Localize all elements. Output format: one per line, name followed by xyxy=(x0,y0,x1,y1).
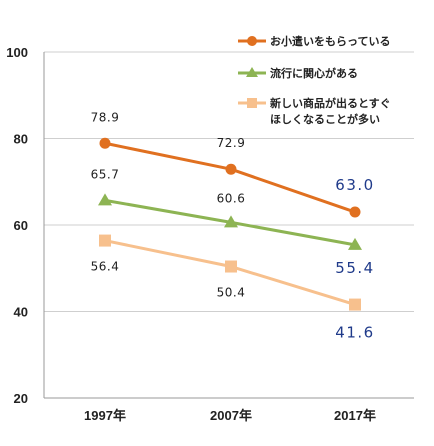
legend-marker-0 xyxy=(247,36,257,46)
series-0-circle-marker-1 xyxy=(225,163,237,175)
x-tick-label-0: 1997年 xyxy=(84,408,126,423)
legend-label-2-line-0: 新しい商品が出るとすぐ xyxy=(270,96,391,110)
legend-label-1: 流行に関心がある xyxy=(270,66,358,80)
data-label-1-2: 55.4 xyxy=(335,259,374,277)
data-label-0-0: 78.9 xyxy=(91,110,120,124)
series-1-triangle-marker-0 xyxy=(98,193,112,206)
legend-marker-1 xyxy=(246,67,258,77)
series-2-square-marker-1 xyxy=(225,260,237,273)
x-tick-label-1: 2007年 xyxy=(210,408,252,423)
data-labels: 78.9 72.9 63.0 65.7 60.6 55.4 56.4 50.4 41.6 xyxy=(91,110,374,342)
data-label-1-1: 60.6 xyxy=(217,191,246,205)
series-1-triangle-marker-1 xyxy=(224,215,238,228)
data-label-2-1: 50.4 xyxy=(217,286,246,300)
legend-marker-2 xyxy=(247,98,257,108)
y-tick-label-20: 20 xyxy=(14,391,28,406)
data-label-2-2: 41.6 xyxy=(335,324,374,342)
series-group xyxy=(98,137,362,311)
y-tick-label-80: 80 xyxy=(14,132,28,147)
x-tick-label-2: 2017年 xyxy=(334,408,376,423)
series-2-square-marker-0 xyxy=(99,234,111,247)
data-label-0-1: 72.9 xyxy=(217,136,246,150)
series-1-triangle-marker-2 xyxy=(348,237,362,250)
y-tick-label-40: 40 xyxy=(14,305,28,320)
data-label-0-2: 63.0 xyxy=(335,176,374,194)
legend-label-0: お小遣いをもらっている xyxy=(270,34,390,48)
series-2-square-marker-2 xyxy=(349,298,361,311)
series-0-circle-marker-2 xyxy=(349,206,361,218)
data-label-2-0: 56.4 xyxy=(91,260,120,274)
y-tick-label-100: 100 xyxy=(6,45,28,60)
data-label-1-0: 65.7 xyxy=(91,167,120,181)
axes: 20 40 60 80 100 1997年 2007年 2017年 xyxy=(6,45,414,423)
y-tick-label-60: 60 xyxy=(14,218,28,233)
series-0-circle-marker-0 xyxy=(99,137,111,149)
legend-label-2-line-1: ほしくなることが多い xyxy=(270,112,380,126)
